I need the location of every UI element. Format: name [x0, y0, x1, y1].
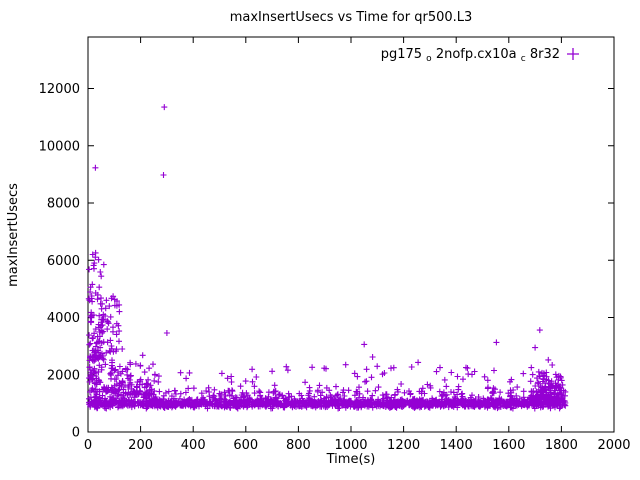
y-axis-label: maxInsertUsecs — [6, 183, 21, 287]
plot-border — [87, 36, 615, 433]
y-tick-label: 6000 — [47, 254, 80, 269]
series-points-layer — [85, 104, 569, 412]
y-tick-label: 2000 — [47, 368, 80, 383]
y-tick-label: 0 — [72, 426, 80, 441]
legend-label-part: 2nofp.cx10a — [436, 47, 517, 62]
x-tick-label: 1400 — [440, 438, 473, 453]
y-tick-label: 12000 — [39, 82, 80, 97]
y-tick-label: 10000 — [39, 139, 80, 154]
x-tick-label: 2000 — [597, 438, 630, 453]
x-tick-label: 1600 — [492, 438, 525, 453]
legend-label-part: pg175 — [381, 47, 422, 62]
legend-label: pg175 o 2nofp.cx10a c 8r32 — [381, 47, 560, 65]
tick-marks — [87, 37, 615, 433]
legend-marker-plus-icon — [567, 48, 579, 60]
x-tick-label: 800 — [286, 438, 311, 453]
x-tick-label: 600 — [233, 438, 258, 453]
y-tick-label: 8000 — [47, 197, 80, 212]
chart-title: maxInsertUsecs vs Time for qr500.L3 — [230, 10, 473, 25]
x-tick-label: 1200 — [387, 438, 420, 453]
x-tick-label: 1800 — [545, 438, 578, 453]
legend-label-sub: c — [521, 54, 526, 64]
x-tick-label: 1000 — [334, 438, 367, 453]
legend-label-part: 8r32 — [530, 47, 560, 62]
legend: pg175 o 2nofp.cx10a c 8r32 — [381, 47, 579, 65]
y-tick-label: 4000 — [47, 311, 80, 326]
x-tick-label: 200 — [128, 438, 153, 453]
scatter-points — [85, 104, 569, 412]
x-tick-label: 0 — [84, 438, 92, 453]
axis-ticks: 0 200 400 600 800 1000 1200 1400 1600 1800 2000 0 20… — [39, 37, 631, 453]
x-axis-label: Time(s) — [326, 452, 376, 467]
x-tick-label: 400 — [181, 438, 206, 453]
legend-label-sub: o — [426, 54, 432, 64]
